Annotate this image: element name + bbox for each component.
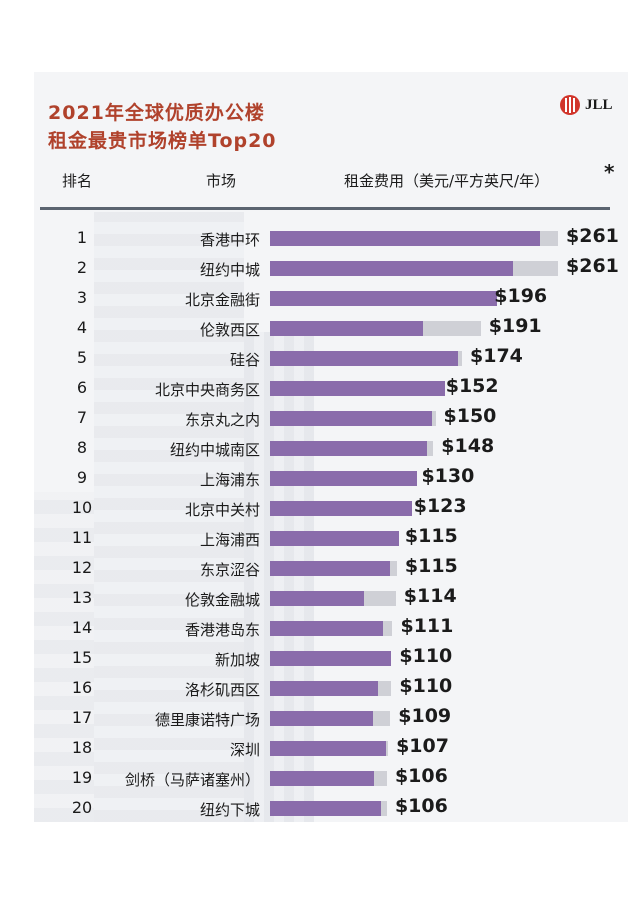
footnote-asterisk: * [604,160,615,184]
market-label: 深圳 [229,741,260,759]
bar-value [270,321,424,336]
value-label: $148 [441,435,495,457]
bar-value [270,771,374,786]
market-label: 香港中环 [199,231,260,249]
rank-label: 15 [71,648,93,667]
bar-value [270,261,513,276]
chart-title-line2: 租金最贵市场榜单Top20 [48,130,277,152]
market-label: 纽约中城 [199,261,260,279]
jll-logo: JLL [559,94,613,116]
rank-label: 9 [76,468,88,487]
rank-label: 8 [76,438,88,457]
market-label: 伦敦西区 [199,321,260,339]
value-label: $196 [494,285,548,307]
market-label: 剑桥（马萨诸塞州） [124,771,260,789]
value-label: $152 [445,375,499,397]
bar-value [270,471,417,486]
value-label: $123 [413,495,467,517]
market-label: 北京中央商务区 [154,381,260,399]
value-label: $106 [394,795,448,817]
bar-value [270,741,386,756]
bar-value [270,501,413,516]
rank-label: 16 [71,678,93,697]
market-label: 纽约下城 [199,801,260,819]
market-label: 新加坡 [214,651,260,669]
value-label: $261 [566,225,619,247]
value-label: $107 [396,735,449,757]
bar-value [270,591,364,606]
value-label: $111 [400,615,454,637]
bar-value [270,531,400,546]
logo-text: JLL [585,96,613,113]
header-divider [40,207,610,210]
market-label: 香港港岛东 [184,621,260,639]
value-label: $115 [404,555,458,577]
rank-label: 17 [71,708,93,727]
bar-value [270,291,498,306]
rank-label: 13 [71,588,93,607]
value-label: $106 [394,765,448,787]
bar-value [270,681,379,696]
bar-value [270,411,433,426]
rank-label: 20 [71,798,93,817]
value-label: $114 [403,585,457,607]
column-header-rank: 排名 [62,172,93,190]
value-label: $115 [404,525,458,547]
building-backdrop [34,492,94,822]
market-label: 洛杉矶西区 [184,681,260,699]
rank-label: 10 [71,498,93,517]
market-label: 东京涩谷 [199,561,260,579]
bar-value [270,801,382,816]
value-label: $109 [398,705,452,727]
bar-value [270,441,427,456]
market-label: 上海浦东 [199,471,260,489]
rank-label: 5 [76,348,88,367]
market-label: 上海浦西 [199,531,260,549]
value-label: $150 [443,405,497,427]
value-label: $130 [421,465,475,487]
market-label: 硅谷 [229,351,260,369]
rank-label: 11 [71,528,93,547]
bar-value [270,621,383,636]
jll-logo-icon [560,95,580,115]
rank-label: 19 [71,768,93,787]
bar-value [270,351,458,366]
rank-label: 3 [76,288,88,307]
value-label: $110 [399,645,453,667]
rank-label: 2 [76,258,88,277]
bar-value [270,711,373,726]
value-label: $110 [399,675,453,697]
value-label: $174 [470,345,523,367]
rank-label: 18 [71,738,93,757]
rank-label: 14 [71,618,93,637]
rank-label: 6 [76,378,88,397]
value-label: $261 [566,255,619,277]
rank-label: 4 [76,318,88,337]
chart-background [34,72,628,822]
chart-title-line1: 2021年全球优质办公楼 [48,102,265,124]
market-label: 东京丸之内 [184,411,260,429]
market-label: 德里康诺特广场 [154,711,260,729]
market-label: 伦敦金融城 [184,591,260,609]
column-header-market: 市场 [206,172,237,190]
rank-label: 1 [76,228,88,247]
bar-value [270,561,391,576]
bar-value [270,381,446,396]
bar-value [270,651,392,666]
rank-label: 12 [71,558,93,577]
value-label: $191 [488,315,542,337]
market-label: 纽约中城南区 [169,441,260,459]
market-label: 北京中关村 [184,501,260,519]
bar-value [270,231,541,246]
rank-label: 7 [76,408,88,427]
column-header-rent: 租金费用（美元/平方英尺/年） [344,172,550,190]
building-backdrop [94,212,244,822]
market-label: 北京金融街 [184,291,260,309]
